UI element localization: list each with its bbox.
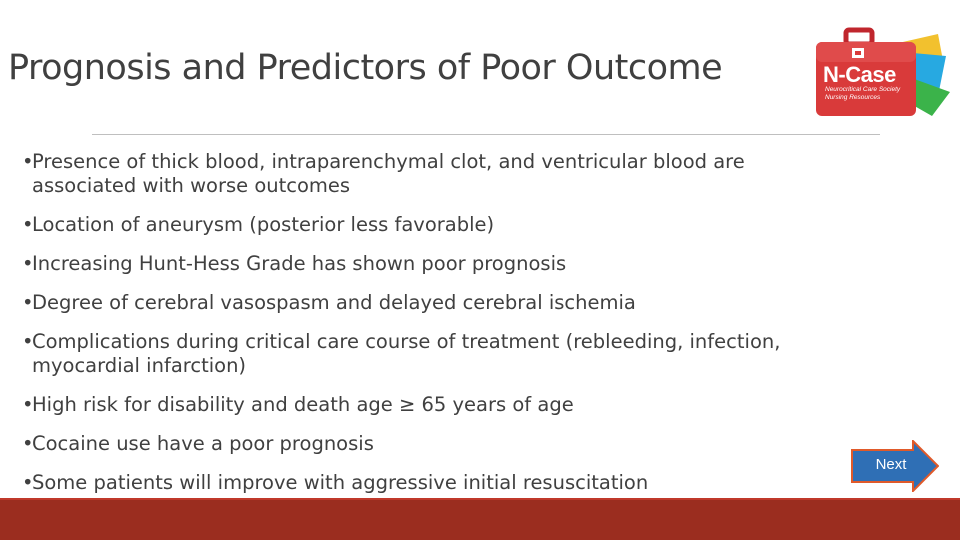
bullet-text: High risk for disability and death age ≥… [32, 393, 574, 416]
bullet-item: Cocaine use have a poor prognosis [22, 432, 872, 456]
logo-subtitle: Neurocritical Care Society Nursing Resou… [825, 86, 901, 101]
bullet-text: Location of aneurysm (posterior less fav… [32, 213, 495, 236]
bullet-text: Increasing Hunt-Hess Grade has shown poo… [32, 252, 567, 275]
logo-name: N-Case [823, 62, 896, 87]
bullet-text: Some patients will improve with aggressi… [32, 471, 649, 494]
bullet-text: Complications during critical care cours… [32, 330, 781, 353]
next-button[interactable] [851, 440, 939, 492]
bullet-item: Degree of cerebral vasospasm and delayed… [22, 291, 872, 315]
next-button-label[interactable]: Next [875, 456, 907, 473]
bullet-text: Presence of thick blood, intraparenchyma… [32, 150, 745, 173]
bullet-list: Presence of thick blood, intraparenchyma… [22, 150, 872, 495]
bullet-text-continued: myocardial infarction) [32, 354, 247, 377]
footer-accent-line [0, 498, 960, 500]
footer-bar [0, 500, 960, 540]
bullet-item: High risk for disability and death age ≥… [22, 393, 872, 417]
bullet-text: Degree of cerebral vasospasm and delayed… [32, 291, 636, 314]
slide-title: Prognosis and Predictors of Poor Outcome [8, 48, 723, 88]
bullet-item: Location of aneurysm (posterior less fav… [22, 213, 872, 237]
bullet-item: Some patients will improve with aggressi… [22, 471, 872, 495]
title-divider [92, 134, 880, 135]
bullet-item: Complications during critical care cours… [22, 330, 872, 378]
bullet-text-continued: associated with worse outcomes [32, 174, 351, 197]
bullet-item: Increasing Hunt-Hess Grade has shown poo… [22, 252, 872, 276]
bullet-text: Cocaine use have a poor prognosis [32, 432, 374, 455]
ncase-logo [816, 27, 950, 116]
bullet-item: Presence of thick blood, intraparenchyma… [22, 150, 872, 198]
